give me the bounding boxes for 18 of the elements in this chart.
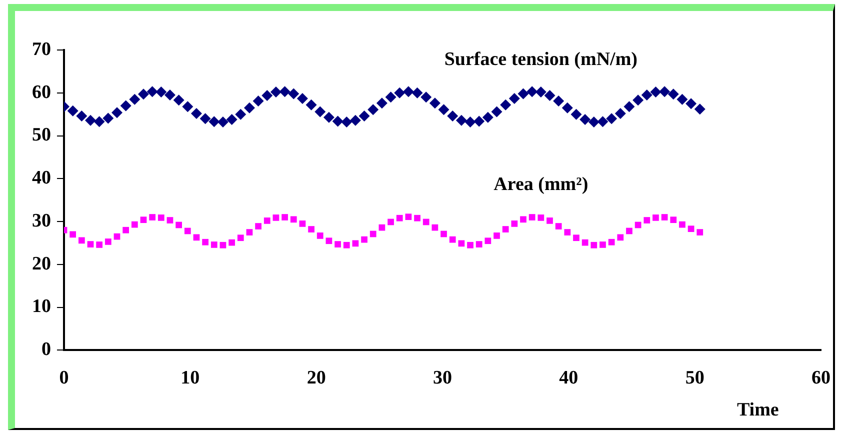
x-tick-label: 20 — [306, 368, 326, 389]
x-axis-title: Time — [736, 399, 779, 420]
y-tick-label: 0 — [42, 339, 51, 360]
y-tick-label: 20 — [32, 253, 51, 274]
x-tick-label: 50 — [685, 368, 704, 389]
y-tick-label: 30 — [32, 210, 51, 232]
series-label: Surface tension (mN/m) — [444, 49, 638, 70]
x-tick-label: 60 — [812, 368, 830, 389]
y-tick-label: 70 — [32, 38, 51, 60]
y-tick-label: 10 — [32, 296, 51, 318]
y-tick-label: 50 — [32, 124, 51, 146]
series-label: Area (mm²) — [494, 174, 588, 196]
x-tick-label: 0 — [59, 368, 69, 389]
x-tick-label: 10 — [180, 368, 200, 389]
x-tick-label: 40 — [559, 368, 578, 389]
x-tick-label: 30 — [433, 368, 452, 389]
y-tick-label: 60 — [32, 82, 51, 103]
y-tick-label: 40 — [32, 168, 51, 189]
